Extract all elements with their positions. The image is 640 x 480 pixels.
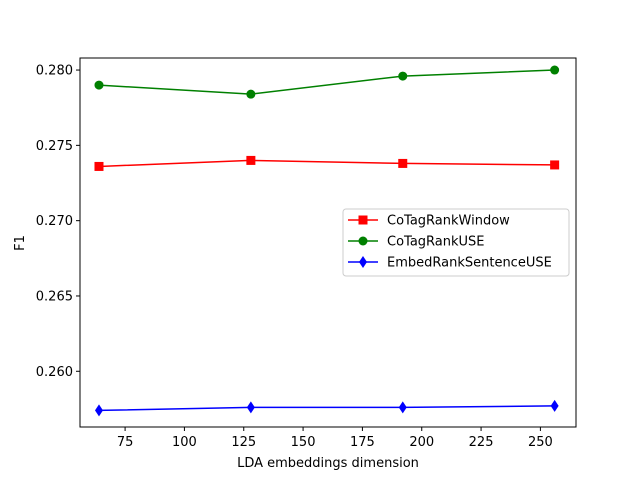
series-line [98, 69, 555, 95]
legend-marker [358, 215, 368, 225]
series-CoTagRankWindow [94, 155, 560, 171]
data-point [550, 399, 559, 412]
legend-label: EmbedRankSentenceUSE [387, 256, 552, 271]
x-tick-label: 200 [409, 435, 434, 450]
y-tick-label: 0.265 [36, 289, 73, 304]
x-tick-label: 225 [469, 435, 494, 450]
legend-label: CoTagRankWindow [387, 214, 510, 229]
x-tick-label: 125 [231, 435, 256, 450]
y-tick-label: 0.275 [36, 139, 73, 154]
data-point [398, 71, 408, 81]
x-tick-label: 150 [291, 435, 316, 450]
legend-item: CoTagRankUSE [348, 235, 485, 250]
x-tick-label: 75 [117, 435, 134, 450]
y-tick-label: 0.260 [36, 365, 73, 380]
data-point [246, 401, 255, 414]
legend-marker [358, 236, 368, 246]
data-point [398, 401, 407, 414]
y-axis-ticks: 0.260 0.265 0.270 0.275 0.280 [36, 64, 80, 380]
legend-item: CoTagRankWindow [348, 214, 510, 229]
x-axis-label: LDA embeddings dimension [237, 456, 419, 471]
data-point [246, 155, 256, 165]
series-layer [94, 65, 560, 417]
data-point [94, 80, 104, 90]
legend: CoTagRankWindow CoTagRankUSE EmbedRankSent… [342, 208, 570, 277]
x-tick-label: 175 [350, 435, 375, 450]
legend-marker [359, 256, 367, 268]
data-point [550, 160, 560, 170]
data-point [94, 404, 103, 417]
series-line [98, 405, 555, 412]
series-line [98, 159, 555, 168]
y-tick-label: 0.280 [36, 64, 73, 79]
legend-label: CoTagRankUSE [387, 235, 485, 250]
x-tick-label: 250 [528, 435, 553, 450]
data-point [398, 158, 408, 168]
data-point [550, 65, 560, 75]
x-tick-label: 100 [172, 435, 197, 450]
series-CoTagRankUSE [94, 65, 560, 99]
series-EmbedRankSentenceUSE [94, 399, 559, 417]
x-axis-ticks: 75 100 125 150 175 200 225 250 [117, 427, 553, 450]
legend-box [342, 208, 570, 277]
data-point [94, 161, 104, 171]
legend-item: EmbedRankSentenceUSE [348, 256, 552, 271]
y-axis-label: F1 [13, 235, 28, 251]
data-point [246, 89, 256, 99]
y-tick-label: 0.270 [36, 214, 73, 229]
plot-frame [79, 57, 577, 428]
